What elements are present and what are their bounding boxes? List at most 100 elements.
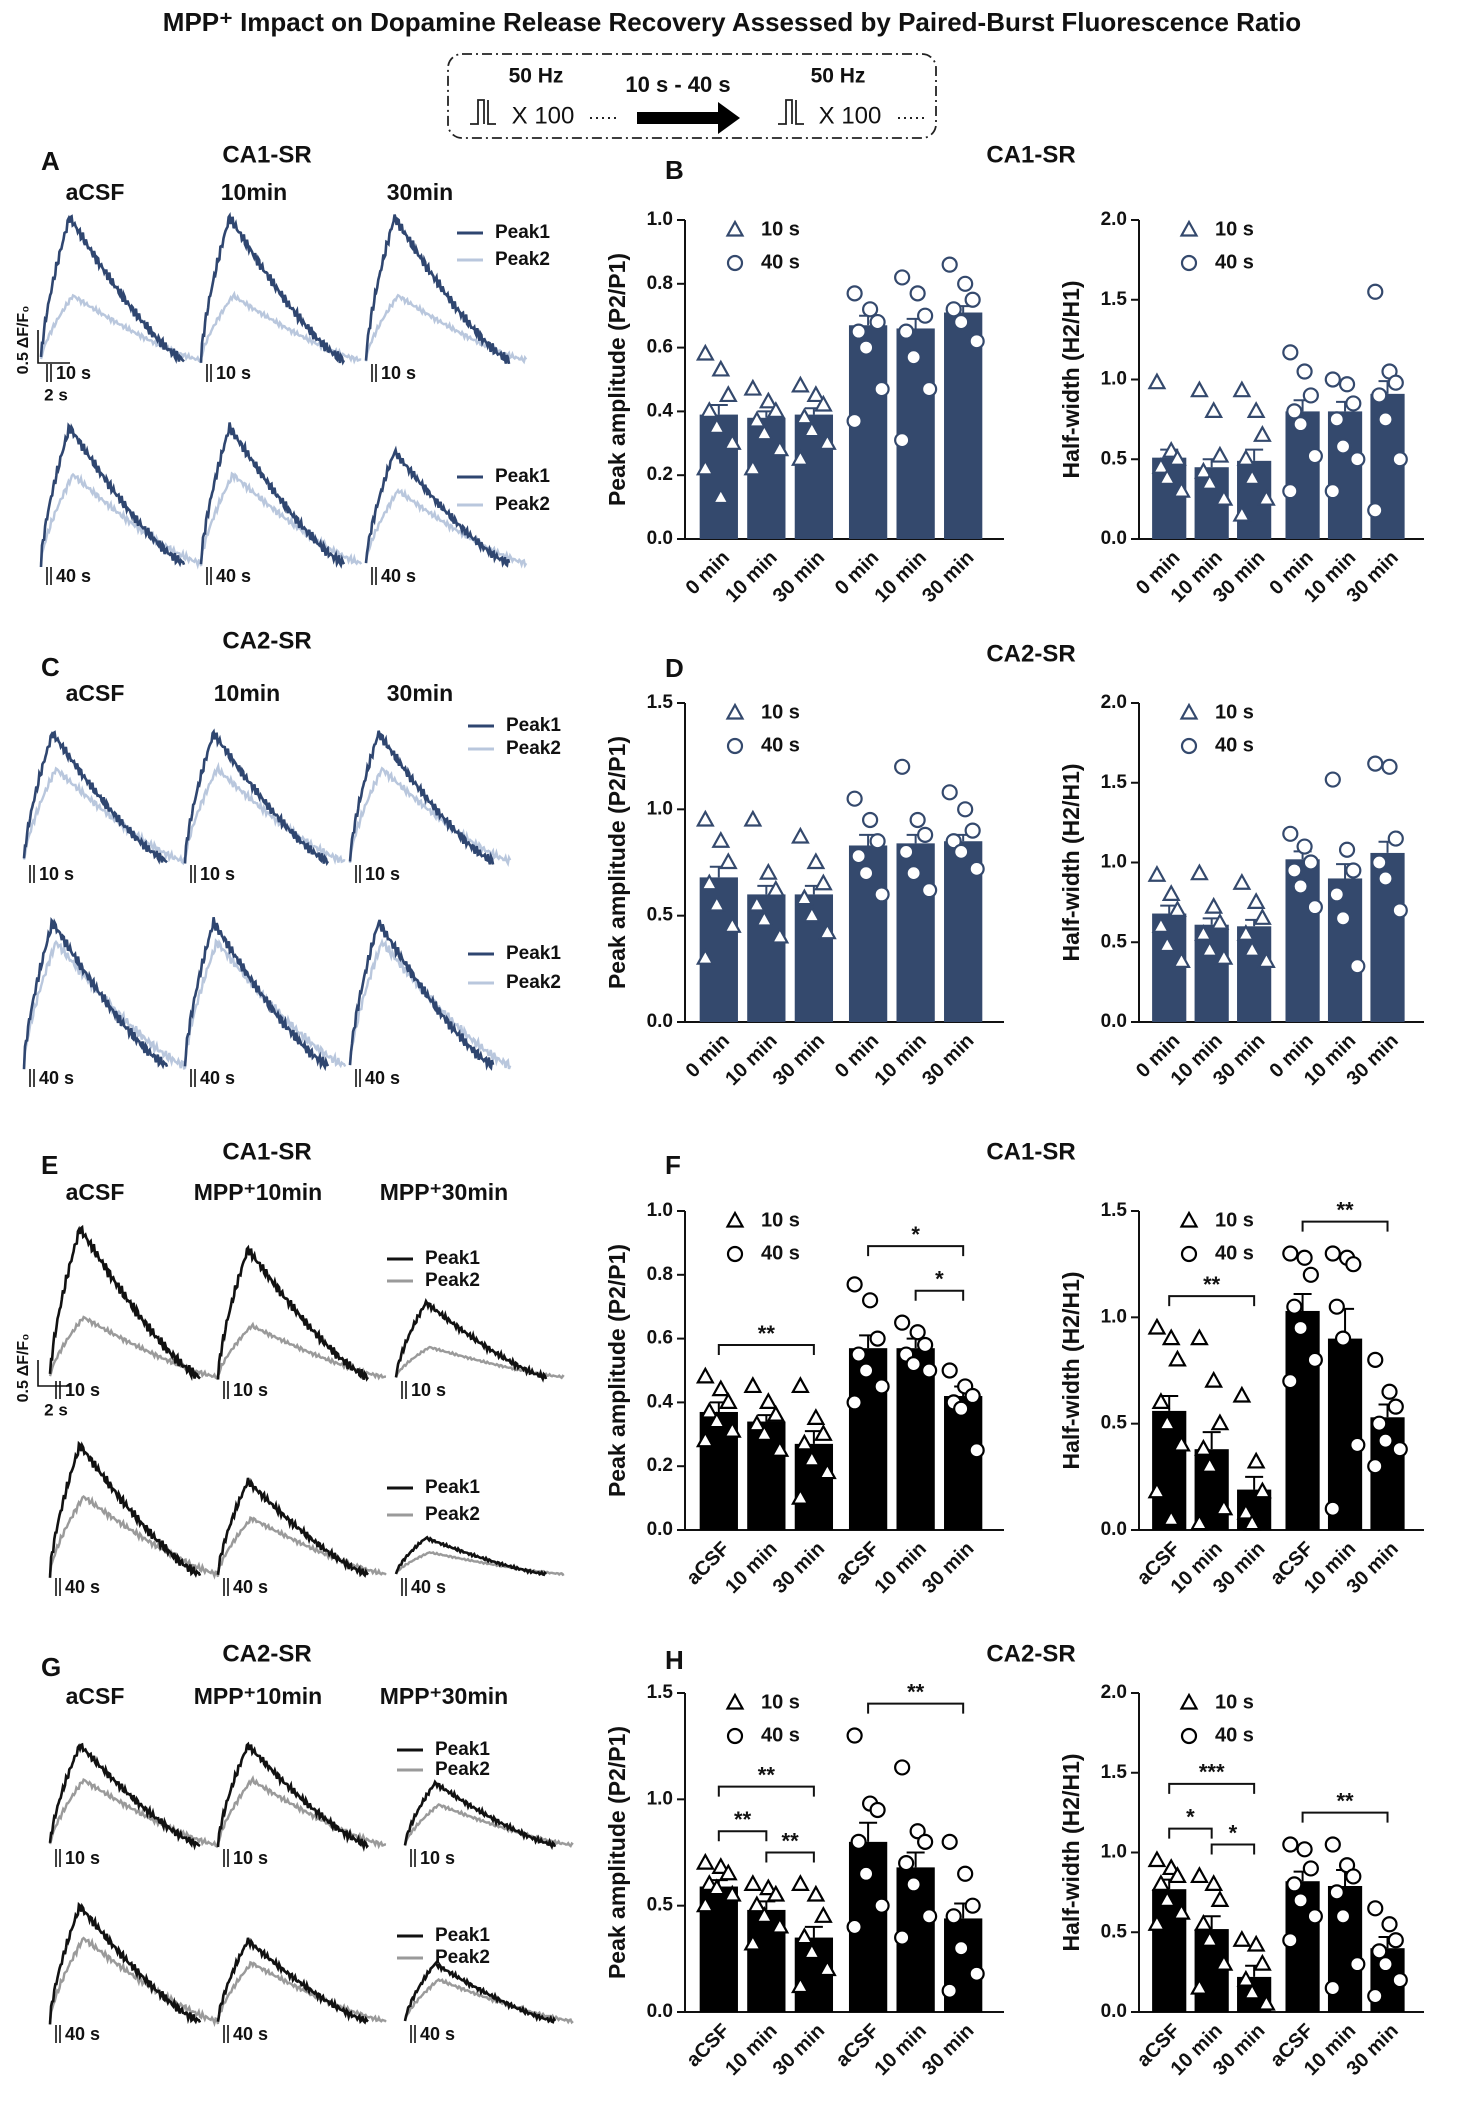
data-point: [747, 1895, 767, 1913]
data-point: [894, 269, 911, 286]
data-point: [1282, 1836, 1299, 1853]
count: X 100: [819, 102, 882, 129]
data-point: [1214, 947, 1234, 965]
data-point: [1204, 1370, 1224, 1388]
data-point: [1232, 872, 1252, 890]
panel-title: CA2-SR: [222, 627, 311, 654]
data-point: [957, 275, 974, 292]
legend-label: Peak2: [435, 1759, 490, 1780]
panel-title: CA2-SR: [986, 640, 1075, 667]
fluorescence-trace: [394, 1550, 565, 1577]
y-axis-label: Half-width (H2/H1): [1058, 280, 1084, 478]
data-point: [791, 448, 810, 466]
data-point: [858, 1865, 875, 1882]
panel-letter: B: [665, 155, 684, 185]
scale-y-label: 0.5 ΔF/F₀: [15, 306, 32, 375]
y-tick-label: 1.0: [1101, 852, 1127, 873]
y-tick-label: 0.4: [647, 1391, 674, 1412]
data-point: [968, 860, 985, 877]
column-label: 30min: [387, 179, 453, 205]
data-point: [1345, 1256, 1362, 1273]
interval-label: 40 s: [200, 1068, 235, 1088]
data-point: [1147, 1317, 1167, 1335]
data-point: [802, 1449, 822, 1467]
legend-label: Peak2: [506, 738, 561, 759]
data-point: [953, 1400, 970, 1417]
data-point: [941, 1362, 958, 1379]
data-point: [1349, 1956, 1366, 1973]
data-point: [707, 1878, 727, 1896]
x-tick-label: 10 min: [871, 1030, 931, 1090]
data-point: [941, 784, 958, 801]
data-point: [766, 1884, 786, 1902]
fluorescence-trace: [216, 1774, 387, 1850]
panel-letter: A: [41, 146, 60, 176]
data-point: [1371, 387, 1388, 404]
fluorescence-trace: [48, 1440, 202, 1578]
data-point: [817, 922, 837, 940]
y-tick-label: 0.0: [647, 1011, 673, 1032]
significance-label: **: [1336, 1197, 1354, 1222]
data-point: [1172, 1902, 1191, 1920]
y-axis-label: Peak amplitude (P2/P1): [604, 1726, 630, 1979]
column-label: aCSF: [66, 179, 125, 205]
column-label: MPP⁺10min: [194, 1683, 322, 1709]
interval-label: 10 s: [56, 363, 91, 383]
data-point: [1232, 380, 1252, 398]
data-point: [921, 1908, 938, 1925]
data-point: [1242, 1513, 1262, 1531]
interval-label: 40 s: [233, 1577, 268, 1597]
fluorescence-trace: [199, 212, 346, 366]
y-tick-label: 0.5: [1101, 1413, 1128, 1434]
column-label: aCSF: [66, 1179, 125, 1205]
significance-bracket: [1301, 1220, 1389, 1232]
data-point: [869, 1330, 886, 1347]
data-point: [850, 1346, 867, 1363]
y-tick-label: 1.0: [1101, 369, 1127, 390]
data-point: [1338, 376, 1356, 393]
data-point: [1349, 958, 1366, 975]
column-label: aCSF: [66, 680, 125, 706]
interval-label: 40 s: [65, 1577, 100, 1597]
data-point: [1324, 1836, 1341, 1853]
legend-label: Peak1: [425, 1477, 480, 1498]
panel-title: CA2-SR: [986, 1640, 1075, 1667]
x-tick-label: 10 min: [871, 1538, 931, 1598]
fluorescence-trace: [22, 730, 168, 865]
data-point: [1334, 438, 1352, 455]
legend-label: 40 s: [1215, 1724, 1254, 1746]
data-point: [1147, 1914, 1167, 1931]
data-point: [1381, 758, 1398, 775]
fluorescence-trace: [39, 214, 185, 365]
data-point: [1282, 1245, 1299, 1262]
data-point: [722, 916, 742, 933]
legend-marker: [725, 1692, 745, 1710]
y-tick-label: 0.6: [647, 1328, 673, 1349]
data-point: [964, 1897, 981, 1914]
data-point: [1168, 1866, 1187, 1884]
y-tick-label: 0.2: [647, 1455, 673, 1476]
data-point: [1296, 363, 1313, 380]
y-axis-label: Peak amplitude (P2/P1): [604, 253, 630, 506]
data-point: [791, 1976, 810, 1994]
fluorescence-trace: [216, 1960, 387, 2023]
data-point: [743, 1933, 763, 1951]
fluorescence-trace: [199, 290, 362, 365]
data-point: [707, 894, 727, 912]
column-label: 10min: [214, 680, 280, 706]
data-point: [1349, 1436, 1366, 1454]
column-label: aCSF: [66, 1683, 125, 1709]
fluorescence-trace: [364, 445, 511, 568]
data-point: [1306, 1908, 1323, 1925]
data-point: [711, 359, 731, 377]
data-point: [1377, 411, 1394, 428]
y-tick-label: 1.5: [1101, 1762, 1128, 1783]
legend-marker: [1180, 254, 1198, 272]
data-point: [1190, 380, 1209, 398]
interval-label: 10 s: [200, 864, 235, 884]
x-tick-label: 30 min: [918, 1030, 978, 1090]
data-point: [894, 758, 911, 775]
data-point: [1204, 1874, 1224, 1891]
